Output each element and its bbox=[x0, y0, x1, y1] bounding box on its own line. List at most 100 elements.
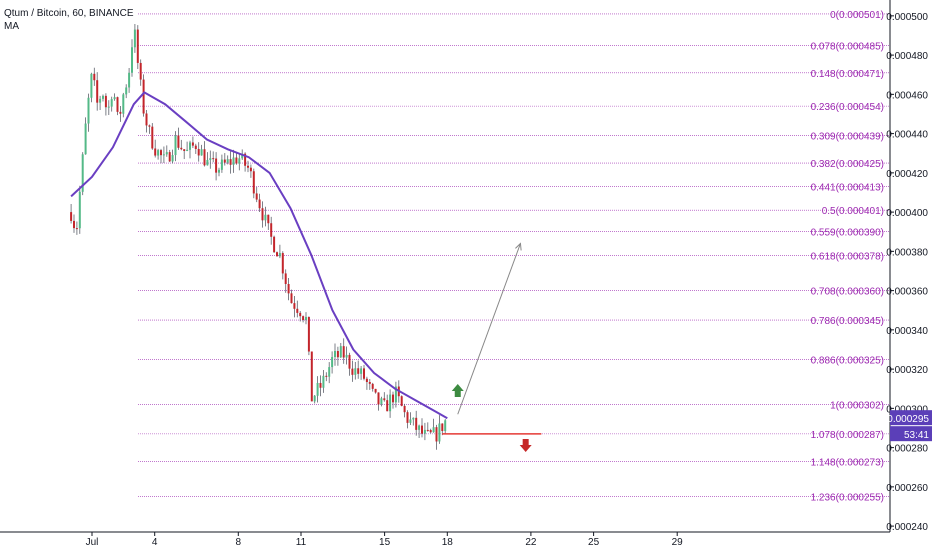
candle-body bbox=[87, 97, 90, 124]
price-tick-label: 0.000360 bbox=[886, 287, 928, 298]
candle-body bbox=[394, 386, 397, 403]
candle-body bbox=[264, 214, 267, 221]
candle-body bbox=[319, 382, 322, 388]
price-axis[interactable]: 0.000500 0.000480 0.000460 0.000440 0.000420… bbox=[886, 12, 928, 533]
candle-body bbox=[177, 135, 180, 148]
candle-body bbox=[409, 419, 412, 423]
candle-body bbox=[302, 316, 305, 320]
fibonacci-retracement[interactable]: 0(0.000501) 0.078(0.000485) 0.148(0.000471… bbox=[138, 10, 890, 504]
candle-body bbox=[305, 317, 307, 320]
candle-body bbox=[119, 111, 122, 114]
fib-level-label: 0.5(0.000401) bbox=[822, 206, 884, 217]
candle-body bbox=[444, 420, 447, 432]
indicator-label[interactable]: MA bbox=[4, 21, 19, 32]
candle-body bbox=[365, 378, 368, 382]
candle-body bbox=[212, 158, 215, 160]
candle-body bbox=[334, 351, 336, 357]
candle-body bbox=[339, 346, 342, 358]
candle-body bbox=[162, 154, 165, 156]
candle-body bbox=[165, 152, 168, 155]
candle-body bbox=[389, 394, 392, 412]
candle-body bbox=[316, 382, 319, 396]
candle-body bbox=[293, 303, 296, 309]
candle-body bbox=[296, 308, 299, 313]
candle-body bbox=[174, 135, 177, 156]
price-tick-label: 0.000260 bbox=[886, 483, 928, 494]
candle-body bbox=[148, 125, 151, 127]
last-price-label: 0.000295 bbox=[887, 414, 929, 425]
candle-body bbox=[203, 149, 206, 166]
price-tick-label: 0.000460 bbox=[886, 90, 928, 101]
time-tick-label: 18 bbox=[442, 537, 454, 548]
candle-body bbox=[403, 405, 406, 413]
candle-body bbox=[125, 87, 128, 95]
candle-body bbox=[96, 80, 99, 103]
candle-body bbox=[368, 381, 371, 384]
fib-level-label: 0.786(0.000345) bbox=[811, 316, 884, 327]
candle-body bbox=[363, 368, 365, 379]
price-tick-label: 0.000480 bbox=[886, 51, 928, 62]
candle-body bbox=[107, 106, 110, 108]
candle-body bbox=[151, 126, 154, 149]
candle-body bbox=[81, 154, 84, 192]
time-axis[interactable]: Jul 4 8 11 15 18 22 25 29 bbox=[86, 532, 684, 548]
candle-body bbox=[441, 423, 444, 432]
candle-body bbox=[133, 29, 136, 48]
candle-body bbox=[281, 253, 284, 274]
candle-body bbox=[258, 199, 261, 209]
candle-body bbox=[377, 392, 380, 405]
candle-body bbox=[218, 169, 220, 173]
candle-body bbox=[110, 99, 113, 107]
candle-body bbox=[145, 113, 148, 126]
fib-level-label: 0.382(0.000425) bbox=[811, 159, 884, 170]
candle-body bbox=[194, 145, 197, 149]
candle-body bbox=[104, 95, 107, 108]
price-tick-label: 0.000280 bbox=[886, 444, 928, 455]
candle-body bbox=[139, 62, 142, 80]
candle-body bbox=[307, 317, 310, 352]
symbol-title: Qtum / Bitcoin, 60, BINANCE bbox=[4, 8, 134, 19]
projection-arrow-head-icon bbox=[515, 242, 522, 251]
last-price-box bbox=[890, 410, 932, 426]
candle-body bbox=[290, 293, 293, 304]
candle-body bbox=[90, 73, 93, 98]
fib-level-label: 0(0.000501) bbox=[830, 10, 884, 21]
candle-body bbox=[84, 123, 87, 155]
candle-body bbox=[299, 312, 302, 317]
candle-body bbox=[345, 354, 348, 358]
candle-body bbox=[235, 157, 238, 164]
candle-body bbox=[206, 159, 209, 166]
price-tick-label: 0.000240 bbox=[886, 522, 928, 533]
candle-body bbox=[168, 152, 171, 162]
candle-body bbox=[136, 29, 139, 63]
candle-body bbox=[426, 429, 429, 431]
fib-level-label: 1(0.000302) bbox=[830, 400, 884, 411]
price-tick-label: 0.000400 bbox=[886, 208, 928, 219]
candle-body bbox=[284, 273, 287, 285]
countdown-box bbox=[890, 426, 932, 442]
candle-body bbox=[261, 208, 264, 221]
candle-body bbox=[249, 167, 252, 172]
candle-body bbox=[142, 79, 145, 114]
candle-body bbox=[186, 149, 189, 151]
candle-body bbox=[360, 368, 363, 374]
candle-body bbox=[93, 73, 96, 81]
candle-body bbox=[238, 158, 241, 164]
candle-body bbox=[374, 388, 377, 393]
candle-body bbox=[215, 158, 218, 173]
fib-level-label: 1.078(0.000287) bbox=[811, 430, 884, 441]
fib-level-label: 0.441(0.000413) bbox=[811, 183, 884, 194]
candle-body bbox=[99, 98, 102, 103]
candle-body bbox=[276, 252, 278, 257]
time-tick-label: 29 bbox=[672, 537, 684, 548]
projection-arrow-line[interactable] bbox=[457, 243, 521, 415]
time-tick-label: 25 bbox=[588, 537, 600, 548]
candle-body bbox=[380, 398, 383, 405]
fib-level-label: 0.886(0.000325) bbox=[811, 355, 884, 366]
candle-body bbox=[200, 149, 203, 156]
candle-body bbox=[406, 412, 409, 423]
candle-body bbox=[392, 394, 394, 403]
candle-body bbox=[421, 425, 423, 434]
fib-level-label: 0.309(0.000439) bbox=[811, 132, 884, 143]
